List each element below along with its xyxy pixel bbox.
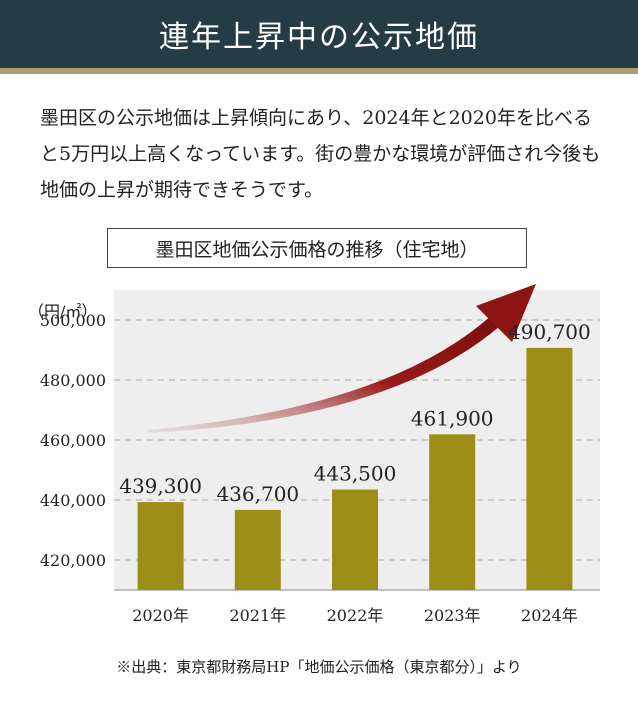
intro-text: 墨田区の公示地価は上昇傾向にあり、2024年と2020年を比べると5万円以上高く… <box>40 107 601 201</box>
bar <box>137 502 184 590</box>
y-tick-label: 500,000 <box>40 311 106 330</box>
y-tick-label: 460,000 <box>40 431 106 450</box>
x-tick-label: 2024年 <box>521 606 578 625</box>
source-note: ※出典：東京都財務局HP「地価公示価格（東京都分）」より <box>116 658 522 676</box>
chart-title: 墨田区地価公示価格の推移（住宅地） <box>107 228 527 268</box>
land-price-chart: （円/㎡） 420,000 440,000 460,000 480,000 500,000… <box>28 284 600 625</box>
page-header: 連年上昇中の公示地価 <box>0 0 638 74</box>
bar-value-label: 490,700 <box>508 320 591 344</box>
x-tick-label: 2023年 <box>424 606 481 625</box>
bar-value-label: 436,700 <box>216 482 299 506</box>
trend-arrow-head <box>476 284 536 342</box>
y-tick-label: 420,000 <box>40 551 106 570</box>
y-tick-label: 480,000 <box>40 371 106 390</box>
bar-value-label: 443,500 <box>314 462 397 486</box>
header-title: 連年上昇中の公示地価 <box>159 20 479 55</box>
x-tick-label: 2021年 <box>229 606 286 625</box>
bar <box>234 509 281 590</box>
y-tick-label: 440,000 <box>40 491 106 510</box>
bar-value-label: 439,300 <box>119 474 202 498</box>
bar <box>526 347 573 590</box>
bar-value-label: 461,900 <box>411 406 494 430</box>
y-axis-unit: （円/㎡） <box>28 302 97 321</box>
bar <box>429 434 476 590</box>
x-tick-label: 2020年 <box>132 606 189 625</box>
x-tick-label: 2022年 <box>327 606 384 625</box>
bar <box>332 489 378 590</box>
